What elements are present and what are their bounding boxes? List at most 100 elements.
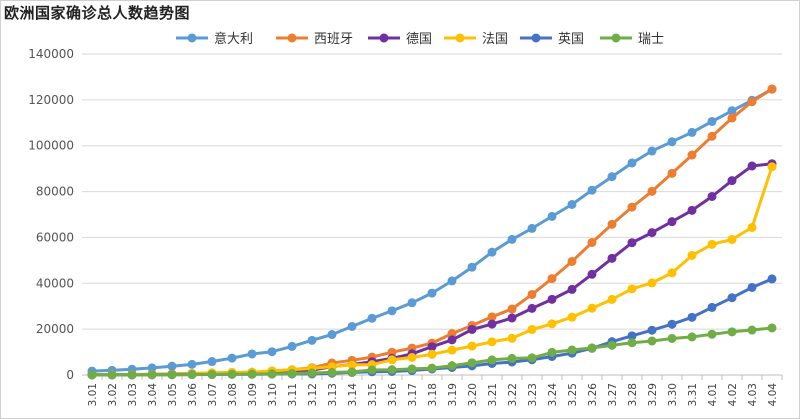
legend-marker	[187, 33, 197, 43]
x-tick-label: 3.24	[547, 383, 559, 407]
legend-item: 瑞士	[600, 32, 664, 47]
legend-label: 意大利	[214, 31, 253, 47]
data-point	[667, 333, 677, 343]
x-tick-label: 4.02	[727, 383, 739, 406]
legend-label: 德国	[406, 32, 432, 47]
data-point	[147, 370, 157, 380]
x-tick-label: 3.18	[427, 383, 439, 406]
data-point	[647, 146, 657, 156]
data-point	[747, 325, 757, 335]
data-point	[407, 298, 417, 308]
y-tick-label: 100000	[28, 139, 74, 153]
data-point	[387, 365, 397, 375]
x-tick-label: 3.25	[567, 383, 579, 406]
data-point	[587, 185, 597, 195]
x-tick-label: 3.19	[447, 383, 459, 406]
data-point	[767, 84, 777, 94]
data-point	[727, 113, 737, 123]
x-tick-label: 3.11	[287, 383, 299, 406]
data-point	[707, 239, 717, 249]
data-point	[187, 370, 197, 380]
legend-label: 瑞士	[638, 32, 664, 47]
data-point	[467, 341, 477, 351]
data-point	[387, 355, 397, 365]
data-point	[367, 365, 377, 375]
data-point	[327, 330, 337, 340]
data-point	[667, 137, 677, 147]
series-瑞士	[87, 323, 777, 380]
data-point	[607, 172, 617, 182]
y-tick-label: 120000	[28, 93, 74, 107]
data-point	[547, 211, 557, 221]
data-point	[647, 186, 657, 196]
gridlines	[82, 53, 782, 376]
data-point	[607, 219, 617, 229]
data-point	[747, 97, 757, 107]
data-point	[507, 333, 517, 343]
data-point	[487, 355, 497, 365]
x-tick-label: 3.06	[187, 383, 199, 407]
data-point	[607, 340, 617, 350]
x-tick-label: 3.20	[467, 383, 479, 406]
data-point	[627, 284, 637, 294]
data-point	[647, 228, 657, 238]
data-point	[567, 256, 577, 266]
data-point	[627, 202, 637, 212]
data-point	[567, 284, 577, 294]
y-axis: 0 20000 40000 60000 80000 100000 120000 140000	[28, 47, 74, 382]
data-point	[767, 162, 777, 172]
x-tick-label: 3.03	[127, 383, 139, 406]
data-point	[767, 274, 777, 284]
data-point	[227, 353, 237, 363]
x-tick-label: 3.26	[587, 383, 599, 407]
data-point	[347, 360, 357, 370]
data-point	[547, 347, 557, 357]
data-point	[507, 313, 517, 323]
data-point	[707, 329, 717, 339]
data-point	[347, 321, 357, 331]
x-tick-label: 3.21	[487, 383, 499, 406]
data-point	[727, 327, 737, 337]
x-tick-label: 3.15	[367, 383, 379, 406]
data-point	[607, 253, 617, 263]
data-point	[467, 324, 477, 334]
x-tick-label: 3.28	[627, 383, 639, 406]
legend-marker	[531, 33, 541, 43]
data-point	[707, 191, 717, 201]
data-point	[547, 319, 557, 329]
y-tick-label: 60000	[36, 230, 74, 244]
y-tick-label: 140000	[28, 47, 74, 61]
data-point	[147, 363, 157, 373]
data-point	[587, 269, 597, 279]
data-point	[707, 302, 717, 312]
x-tick-label: 3.22	[507, 383, 519, 406]
data-point	[567, 312, 577, 322]
data-point	[107, 370, 117, 380]
legend-item: 法国	[444, 32, 508, 47]
data-point	[287, 369, 297, 379]
data-point	[387, 306, 397, 316]
data-point	[587, 303, 597, 313]
data-point	[267, 347, 277, 357]
legend-marker	[611, 33, 621, 43]
data-point	[567, 199, 577, 209]
data-point	[527, 303, 537, 313]
data-point	[507, 234, 517, 244]
data-point	[287, 341, 297, 351]
data-point	[427, 349, 437, 359]
legend-marker	[287, 33, 297, 43]
legend-item: 西班牙	[276, 32, 353, 47]
x-tick-label: 3.10	[267, 383, 279, 406]
data-point	[427, 363, 437, 373]
data-point	[467, 262, 477, 272]
x-tick-label: 3.01	[87, 383, 99, 406]
data-point	[547, 274, 557, 284]
data-point	[747, 222, 757, 232]
x-tick-label: 3.14	[347, 383, 359, 407]
y-tick-label: 40000	[36, 276, 74, 290]
x-tick-label: 3.13	[327, 383, 339, 406]
x-tick-label: 4.04	[767, 383, 779, 407]
data-point	[527, 324, 537, 334]
series-line	[91, 87, 773, 377]
data-point	[687, 127, 697, 137]
